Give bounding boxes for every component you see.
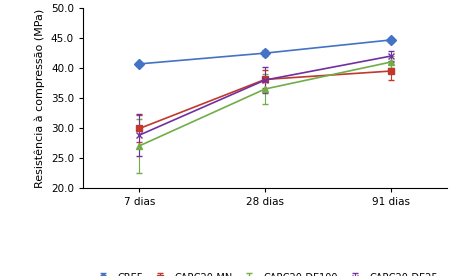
Legend: CREF, CARC20-MN, CARC20-DE100, CARC20-DE25: CREF, CARC20-MN, CARC20-DE100, CARC20-DE…: [92, 273, 438, 276]
Y-axis label: Resistência à compressão (MPa): Resistência à compressão (MPa): [35, 8, 45, 188]
